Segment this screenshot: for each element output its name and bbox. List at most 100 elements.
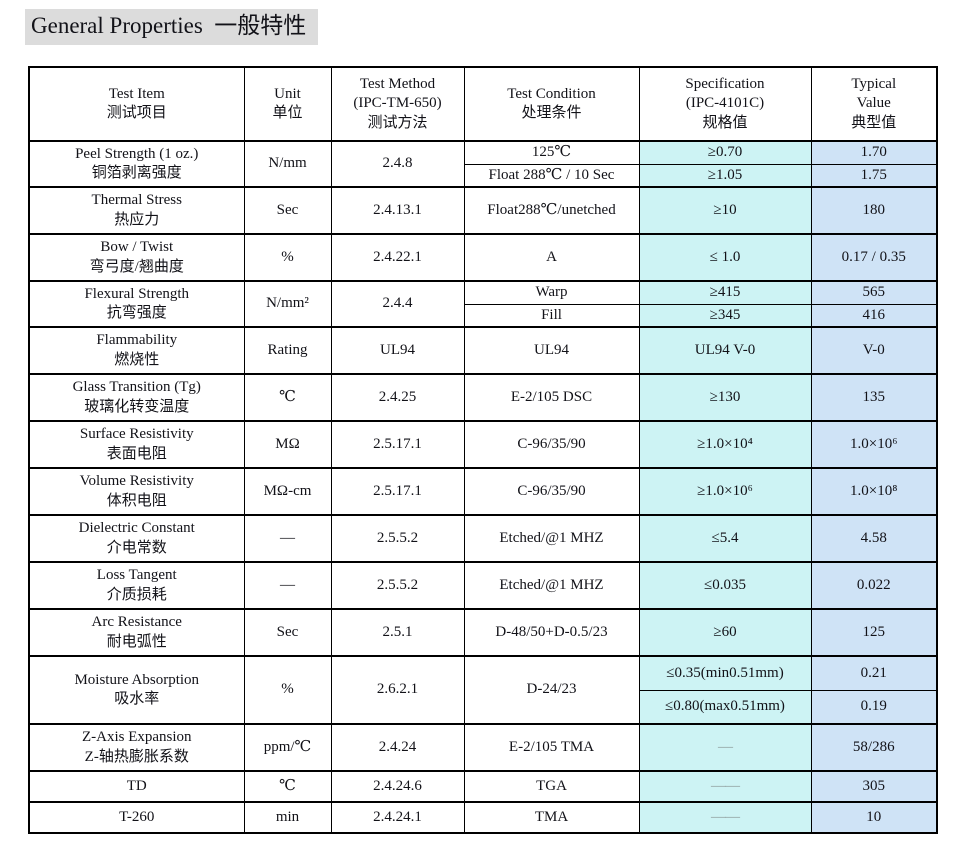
item-name-en: T-260 xyxy=(119,808,155,825)
typical-value-cell: 1.0×10⁸ xyxy=(810,467,938,516)
item-name-en: Surface Resistivity xyxy=(79,426,194,442)
test-condition-cell: C-96/35/90 xyxy=(463,420,640,469)
item-name-en: Peel Strength (1 oz.) xyxy=(75,145,199,162)
typical-value-cell: 135 xyxy=(810,373,938,422)
specification-cell: — xyxy=(638,723,812,772)
test-condition-cell: 125℃ xyxy=(463,140,640,165)
row-thermal-stress: Thermal Stress 热应力 Sec 2.4.13.1 Float288… xyxy=(28,186,938,235)
item-name-cn: 表面电阻 xyxy=(106,445,167,462)
item-name-cn: 介电常数 xyxy=(106,539,167,556)
row-flammability: Flammability 燃烧性 Rating UL94 UL94 UL94 V… xyxy=(28,326,938,375)
row-flexural-strength-sub: Fill ≥345 416 xyxy=(29,303,938,328)
unit-cell: — xyxy=(243,514,332,563)
item-name-cn: 体积电阻 xyxy=(106,492,167,509)
item-name-cn: 吸水率 xyxy=(114,691,160,707)
header-line-en: Test Condition xyxy=(507,85,596,102)
header-line-en: Test Method xyxy=(359,75,436,92)
row-td: TD ℃ 2.4.24.6 TGA —— 305 xyxy=(28,770,938,803)
item-name-en: Thermal Stress xyxy=(91,192,182,208)
typical-value-cell: V-0 xyxy=(810,326,938,375)
test-condition-cell: D-48/50+D-0.5/23 xyxy=(463,608,640,657)
header-row: Test Item 测试项目 Unit 单位 Test Method (IPC-… xyxy=(28,66,938,142)
unit-cell: % xyxy=(243,233,332,282)
specification-cell: ≥10 xyxy=(638,186,812,235)
test-item-cell: TD xyxy=(28,770,245,803)
test-method-cell: 2.4.25 xyxy=(330,373,465,422)
test-condition-cell: Etched/@1 MHZ xyxy=(463,561,640,610)
test-method-cell: 2.4.8 xyxy=(330,140,465,188)
specification-cell: —— xyxy=(638,801,812,834)
test-item-cell: Volume Resistivity 体积电阻 xyxy=(28,467,245,516)
item-name-en: Z-Axis Expansion xyxy=(81,729,192,745)
item-name-en: Flammability xyxy=(96,332,178,348)
test-condition-cell: C-96/35/90 xyxy=(463,467,640,516)
specification-cell: ≥345 xyxy=(638,303,812,328)
page-title: General Properties 一般特性 xyxy=(25,9,319,45)
header-line-cn: 测试项目 xyxy=(106,105,167,121)
typical-value-cell: 1.0×10⁶ xyxy=(810,420,938,469)
item-name-cn: 玻璃化转变温度 xyxy=(84,398,190,415)
test-method-cell: 2.5.5.2 xyxy=(330,514,465,563)
item-name-en: Volume Resistivity xyxy=(79,473,194,489)
test-item-cell: T-260 xyxy=(28,801,245,834)
header-line-cn: 规格值 xyxy=(702,114,748,131)
row-moisture-absorption: Moisture Absorption 吸水率 % 2.6.2.1 D-24/2… xyxy=(28,655,938,725)
test-condition-cell: E-2/105 DSC xyxy=(463,373,640,422)
header-line-en: Unit xyxy=(274,85,301,102)
item-name-en: Loss Tangent xyxy=(96,567,177,583)
specification-cell: ≥415 xyxy=(638,280,812,305)
test-item-cell: Loss Tangent 介质损耗 xyxy=(28,561,245,610)
unit-cell: % xyxy=(243,655,332,725)
unit-cell: N/mm² xyxy=(243,280,332,328)
test-item-cell: Thermal Stress 热应力 xyxy=(28,186,245,235)
unit-cell: ℃ xyxy=(243,373,332,422)
item-name-en: Bow / Twist xyxy=(100,239,174,255)
header-line-en2: Value xyxy=(856,95,891,112)
header-line-en: Specification xyxy=(685,75,765,92)
specification-cell: ≥60 xyxy=(638,608,812,657)
specification-cell: ≤0.035 xyxy=(638,561,812,610)
item-name-cn: 热应力 xyxy=(114,211,160,228)
test-condition-cell: Float288℃/unetched xyxy=(463,186,640,235)
row-volume-resistivity: Volume Resistivity 体积电阻 MΩ-cm 2.5.17.1 C… xyxy=(28,467,938,516)
test-method-cell: 2.4.22.1 xyxy=(330,233,465,282)
specification-cell: UL94 V-0 xyxy=(638,326,812,375)
test-item-cell: Arc Resistance 耐电弧性 xyxy=(28,608,245,657)
test-item-cell: Flammability 燃烧性 xyxy=(28,326,245,375)
specification-cell: ≥130 xyxy=(638,373,812,422)
row-flexural-strength: Flexural Strength 抗弯强度 N/mm² 2.4.4 Warp … xyxy=(28,280,938,328)
typical-value-cell: 10 xyxy=(810,801,938,834)
header-line-en: Test Item xyxy=(108,85,165,102)
typical-value-cell: 565 xyxy=(810,280,938,305)
row-t260: T-260 min 2.4.24.1 TMA —— 10 xyxy=(28,801,938,834)
specification-cell: ≤ 1.0 xyxy=(638,233,812,282)
row-glass-transition: Glass Transition (Tg) 玻璃化转变温度 ℃ 2.4.25 E… xyxy=(28,373,938,422)
specification-cell: ≤0.35(min0.51mm) xyxy=(638,655,812,691)
unit-cell: MΩ xyxy=(243,420,332,469)
item-name-en: Moisture Absorption xyxy=(74,671,200,688)
col-header-typical-value: Typical Value 典型值 xyxy=(810,66,938,142)
header-line-en: Typical xyxy=(851,75,897,92)
item-name-en: Glass Transition (Tg) xyxy=(72,379,201,395)
test-item-cell: Peel Strength (1 oz.) 铜箔剥离强度 xyxy=(28,140,245,188)
test-method-cell: 2.6.2.1 xyxy=(330,655,465,725)
typical-value-cell: 125 xyxy=(810,608,938,657)
test-item-cell: Glass Transition (Tg) 玻璃化转变温度 xyxy=(28,373,245,422)
item-name-cn: 耐电弧性 xyxy=(106,633,167,650)
item-name-en: Dielectric Constant xyxy=(78,520,195,536)
typical-value-cell: 0.21 xyxy=(810,655,938,691)
specification-cell: ≤0.80(max0.51mm) xyxy=(638,689,812,725)
item-name-cn: 弯弓度/翘曲度 xyxy=(89,258,184,275)
row-bow-twist: Bow / Twist 弯弓度/翘曲度 % 2.4.22.1 A ≤ 1.0 0… xyxy=(28,233,938,282)
test-condition-cell: Float 288℃ / 10 Sec xyxy=(463,163,640,188)
header-line-std: (IPC-TM-650) xyxy=(353,95,442,112)
test-method-cell: 2.5.17.1 xyxy=(330,420,465,469)
header-line-cn: 测试方法 xyxy=(367,114,428,131)
unit-cell: — xyxy=(243,561,332,610)
item-name-cn: Z-轴热膨胀系数 xyxy=(84,748,189,765)
test-item-cell: Moisture Absorption 吸水率 xyxy=(28,655,245,725)
col-header-unit: Unit 单位 xyxy=(243,66,332,142)
row-z-axis-expansion: Z-Axis Expansion Z-轴热膨胀系数 ppm/℃ 2.4.24 E… xyxy=(28,723,938,772)
test-item-cell: Flexural Strength 抗弯强度 xyxy=(28,280,245,328)
test-condition-cell: A xyxy=(463,233,640,282)
